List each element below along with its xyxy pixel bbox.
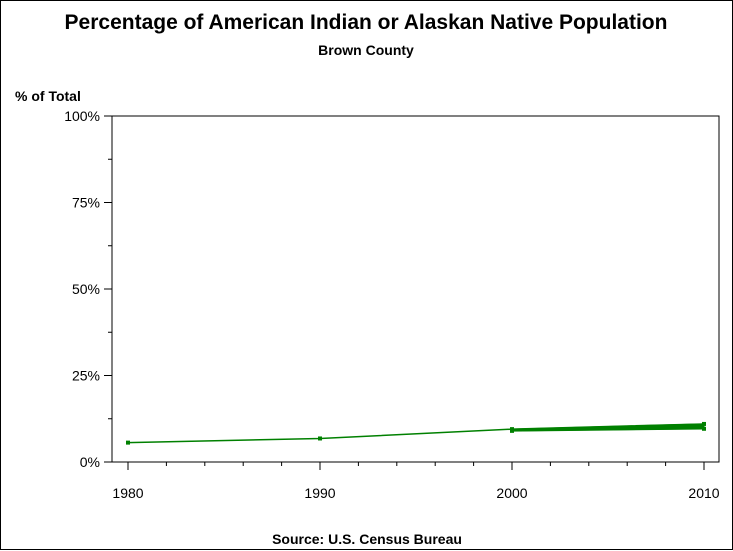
plot-area — [111, 115, 720, 463]
y-tick-label: 50% — [72, 281, 100, 297]
y-tick-label: 25% — [72, 368, 100, 384]
series-marks — [126, 421, 706, 445]
data-point — [318, 436, 322, 441]
x-tick-label: 1990 — [304, 485, 335, 501]
x-tick-label: 2000 — [496, 485, 527, 501]
series-line — [127, 423, 705, 444]
source-note: Source: U.S. Census Bureau — [272, 531, 462, 547]
data-point — [126, 440, 130, 445]
y-tick-label: 75% — [72, 195, 100, 211]
chart-title: Percentage of American Indian or Alaskan… — [65, 11, 668, 34]
x-tick-label: 1980 — [112, 485, 143, 501]
y-tick-label: 100% — [64, 108, 100, 124]
y-tick-label: 0% — [80, 454, 100, 470]
axes: 0% 25% 50% 75% 100% 1980 1990 2000 2010 — [64, 108, 720, 501]
data-point — [510, 428, 514, 433]
data-point — [702, 421, 706, 426]
x-tick-label: 2010 — [688, 485, 719, 501]
series-line — [511, 428, 705, 432]
chart-subtitle: Brown County — [318, 42, 414, 58]
y-axis-label: % of Total — [15, 88, 81, 104]
data-point — [702, 426, 706, 431]
